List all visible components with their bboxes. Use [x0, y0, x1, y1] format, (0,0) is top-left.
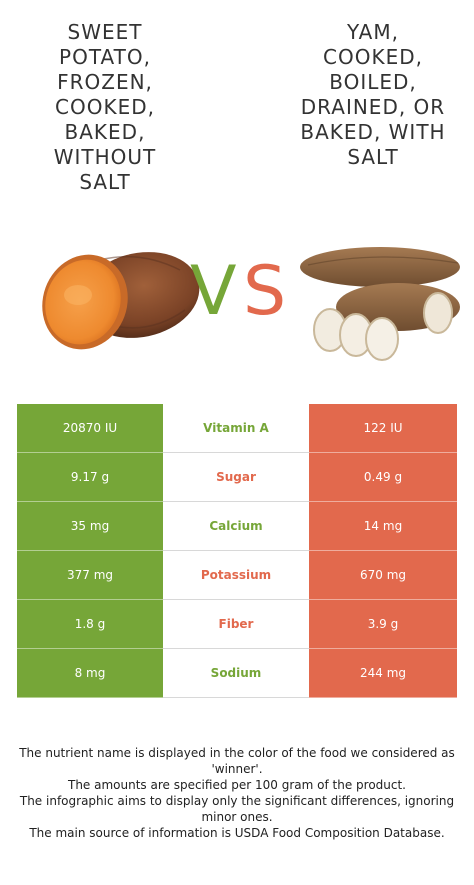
title-line: SALT	[347, 145, 399, 169]
vs-v-letter: V	[190, 252, 237, 331]
title-line: BAKED,	[64, 120, 146, 144]
nutrient-name: Potassium	[163, 551, 309, 600]
right-value: 670 mg	[309, 551, 457, 600]
right-food-title: YAM, COOKED, BOILED, DRAINED, OR BAKED, …	[278, 20, 468, 170]
table-row: 377 mg Potassium 670 mg	[17, 551, 457, 600]
title-line: SALT	[79, 170, 131, 194]
title-line: COOKED,	[55, 95, 155, 119]
footnote-line: The nutrient name is displayed in the co…	[19, 746, 455, 776]
title-line: COOKED,	[323, 45, 423, 69]
table-row: 1.8 g Fiber 3.9 g	[17, 600, 457, 649]
nutrient-comparison-table: 20870 IU Vitamin A 122 IU 9.17 g Sugar 0…	[17, 404, 457, 698]
title-line: POTATO,	[59, 45, 151, 69]
title-line: BAKED, WITH	[300, 120, 446, 144]
footnote-line: The main source of information is USDA F…	[29, 826, 445, 840]
nutrient-name: Fiber	[163, 600, 309, 649]
right-value: 122 IU	[309, 404, 457, 453]
table-row: 9.17 g Sugar 0.49 g	[17, 453, 457, 502]
title-line: FROZEN,	[57, 70, 153, 94]
left-value: 35 mg	[17, 502, 163, 551]
table-row: 20870 IU Vitamin A 122 IU	[17, 404, 457, 453]
table-row: 35 mg Calcium 14 mg	[17, 502, 457, 551]
nutrient-name: Calcium	[163, 502, 309, 551]
left-value: 20870 IU	[17, 404, 163, 453]
left-value: 9.17 g	[17, 453, 163, 502]
title-line: DRAINED, OR	[300, 95, 446, 119]
right-value: 14 mg	[309, 502, 457, 551]
nutrient-name: Sugar	[163, 453, 309, 502]
nutrient-name: Sodium	[163, 649, 309, 698]
yam-image	[300, 247, 460, 361]
title-line: YAM,	[347, 20, 399, 44]
footnote-line: The amounts are specified per 100 gram o…	[67, 778, 406, 792]
table-row: 8 mg Sodium 244 mg	[17, 649, 457, 698]
right-value: 0.49 g	[309, 453, 457, 502]
vs-s-letter: S	[243, 252, 287, 331]
left-value: 1.8 g	[17, 600, 163, 649]
right-value: 3.9 g	[309, 600, 457, 649]
nutrient-name: Vitamin A	[163, 404, 309, 453]
left-food-title: SWEET POTATO, FROZEN, COOKED, BAKED, WIT…	[10, 20, 200, 195]
right-value: 244 mg	[309, 649, 457, 698]
title-line: SWEET	[67, 20, 143, 44]
footnote: The nutrient name is displayed in the co…	[10, 745, 464, 841]
footnote-line: The infographic aims to display only the…	[19, 794, 455, 824]
title-line: BOILED,	[329, 70, 417, 94]
left-value: 377 mg	[17, 551, 163, 600]
title-line: WITHOUT	[53, 145, 157, 169]
sweet-potato-image	[42, 252, 200, 350]
left-value: 8 mg	[17, 649, 163, 698]
